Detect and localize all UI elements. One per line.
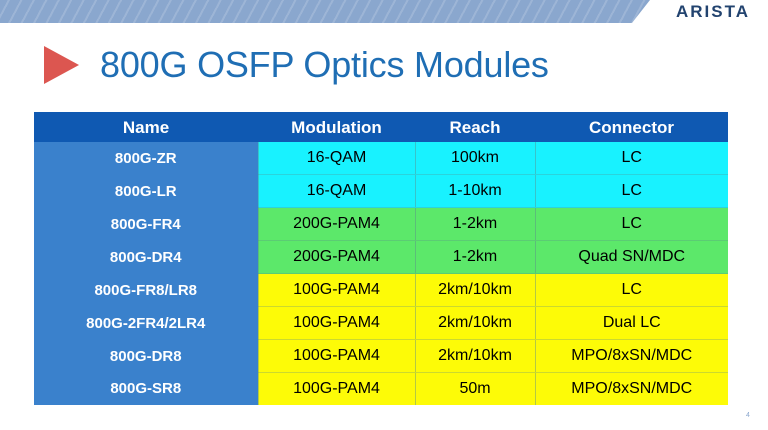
cell-reach: 1-10km: [414, 174, 535, 208]
cell-reach: 50m: [414, 372, 535, 405]
cell-name: 800G-FR4: [34, 207, 258, 241]
play-triangle-icon: [44, 46, 79, 84]
cell-connector: LC: [534, 207, 728, 241]
table-row: 800G-DR4 200G-PAM4 1-2km Quad SN/MDC: [34, 240, 728, 274]
cell-name: 800G-DR4: [34, 240, 258, 274]
table-row: 800G-FR8/LR8 100G-PAM4 2km/10km LC: [34, 273, 728, 307]
table-row: 800G-2FR4/2LR4 100G-PAM4 2km/10km Dual LC: [34, 306, 728, 340]
cell-name: 800G-SR8: [34, 372, 258, 405]
cell-name: 800G-ZR: [34, 142, 258, 175]
cell-modulation: 16-QAM: [257, 174, 415, 208]
column-header-name: Name: [34, 112, 258, 142]
cell-modulation: 200G-PAM4: [257, 207, 415, 241]
table-row: 800G-LR 16-QAM 1-10km LC: [34, 174, 728, 208]
cell-reach: 1-2km: [414, 240, 535, 274]
optics-modules-table: Name Modulation Reach Connector 800G-ZR 1…: [34, 112, 728, 405]
brand-header-band: [0, 0, 768, 23]
table-header: Name Modulation Reach Connector: [34, 112, 728, 142]
cell-connector: MPO/8xSN/MDC: [534, 339, 728, 373]
cell-modulation: 16-QAM: [257, 142, 415, 175]
column-header-modulation: Modulation: [258, 112, 415, 142]
cell-connector: MPO/8xSN/MDC: [534, 372, 728, 405]
cell-reach: 2km/10km: [414, 273, 535, 307]
cell-reach: 2km/10km: [414, 306, 535, 340]
table-header-row: Name Modulation Reach Connector: [34, 112, 728, 142]
column-header-connector: Connector: [535, 112, 728, 142]
cell-name: 800G-LR: [34, 174, 258, 208]
cell-connector: LC: [534, 142, 728, 175]
cell-name: 800G-DR8: [34, 339, 258, 373]
slide-number: 4: [746, 412, 750, 419]
cell-connector: LC: [534, 273, 728, 307]
cell-name: 800G-2FR4/2LR4: [34, 306, 258, 340]
cell-modulation: 100G-PAM4: [257, 273, 415, 307]
cell-reach: 100km: [414, 142, 535, 175]
table-row: 800G-FR4 200G-PAM4 1-2km LC: [34, 207, 728, 241]
table-row: 800G-DR8 100G-PAM4 2km/10km MPO/8xSN/MDC: [34, 339, 728, 373]
column-header-reach: Reach: [415, 112, 535, 142]
cell-modulation: 100G-PAM4: [257, 306, 415, 340]
cell-modulation: 100G-PAM4: [257, 339, 415, 373]
cell-connector: Quad SN/MDC: [534, 240, 728, 274]
cell-name: 800G-FR8/LR8: [34, 273, 258, 307]
cell-reach: 1-2km: [414, 207, 535, 241]
arista-logo: ARISTA: [675, 2, 750, 21]
cell-modulation: 200G-PAM4: [257, 240, 415, 274]
slide-title-row: 800G OSFP Optics Modules: [44, 46, 549, 84]
page-title: 800G OSFP Optics Modules: [100, 44, 549, 85]
cell-connector: Dual LC: [534, 306, 728, 340]
cell-modulation: 100G-PAM4: [257, 372, 415, 405]
cell-connector: LC: [534, 174, 728, 208]
cell-reach: 2km/10km: [414, 339, 535, 373]
table-row: 800G-ZR 16-QAM 100km LC: [34, 142, 728, 175]
table-row: 800G-SR8 100G-PAM4 50m MPO/8xSN/MDC: [34, 372, 728, 405]
table-body: 800G-ZR 16-QAM 100km LC 800G-LR 16-QAM 1-10km L…: [34, 142, 728, 405]
